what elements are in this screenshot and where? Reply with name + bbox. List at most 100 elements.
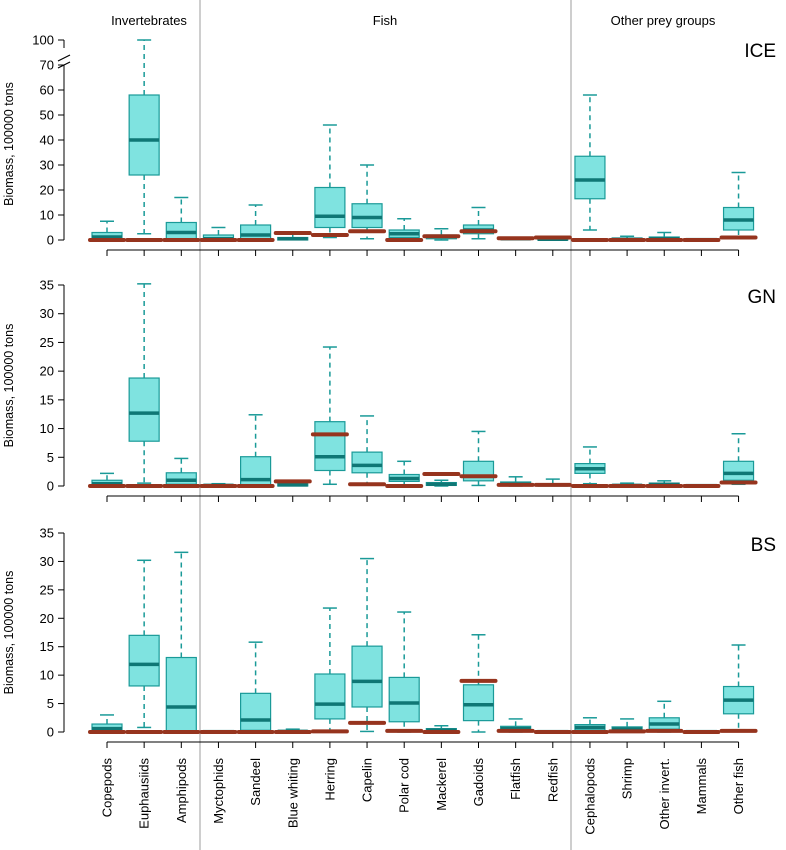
iqr-box xyxy=(240,692,272,731)
box-redfish xyxy=(533,478,572,487)
y-tick-label: 100 xyxy=(32,33,54,48)
iqr-box xyxy=(165,221,197,240)
category-label: Herring xyxy=(322,758,337,801)
iqr-box xyxy=(351,645,383,708)
group-label-other-prey: Other prey groups xyxy=(611,13,716,28)
box-flatfish xyxy=(496,236,535,241)
y-tick-label: 25 xyxy=(40,335,54,350)
box-blue-whiting xyxy=(273,231,312,241)
y-tick-label: 25 xyxy=(40,582,54,597)
box-mammals xyxy=(682,237,721,242)
box-shrimp xyxy=(608,482,647,488)
box-mackerel xyxy=(422,471,461,487)
iqr-box xyxy=(462,684,495,722)
box-other-invert xyxy=(645,231,684,242)
box-polar-cod xyxy=(385,460,424,488)
category-label: Mackerel xyxy=(434,758,449,811)
category-label: Flatfish xyxy=(508,758,523,800)
box-gadoids xyxy=(459,634,498,733)
box-blue-whiting xyxy=(273,479,312,487)
box-sandeel xyxy=(236,414,275,488)
y-tick-label: 50 xyxy=(40,108,54,123)
category-label: Cephalopods xyxy=(582,758,597,835)
category-label: Capelin xyxy=(360,758,375,802)
box-euphausiids xyxy=(125,559,164,734)
category-labels: Copepods Euphausiids Amphipods Myctophids Sa… xyxy=(100,758,747,835)
iqr-box xyxy=(351,451,383,474)
y-tick-label: 10 xyxy=(40,421,54,436)
box-shrimp xyxy=(608,235,647,242)
category-label: Other invert. xyxy=(657,758,672,830)
box-cephalopods xyxy=(570,446,609,488)
y-tick-label: 30 xyxy=(40,554,54,569)
panel-label: ICE xyxy=(744,41,776,62)
panel-label: BS xyxy=(751,535,776,556)
y-tick-label: 70 xyxy=(40,58,54,73)
box-other-invert xyxy=(645,700,684,733)
y-axis-title: Biomass, 100000 tons xyxy=(2,571,16,695)
box-amphipods xyxy=(162,551,201,734)
box-mackerel xyxy=(422,228,461,241)
category-label: Copepods xyxy=(100,758,115,818)
y-tick-label: 35 xyxy=(40,526,54,541)
box-myctophids xyxy=(199,482,238,488)
box-euphausiids xyxy=(125,39,164,242)
iqr-box xyxy=(165,656,197,732)
box-mammals xyxy=(682,729,721,734)
box-other-fish xyxy=(719,171,758,240)
y-axis-title: Biomass, 100000 tons xyxy=(2,324,16,448)
category-label: Mammals xyxy=(694,758,709,815)
box-gadoids xyxy=(459,430,498,487)
iqr-box xyxy=(128,94,160,176)
panel-label: GN xyxy=(748,287,777,308)
axis-break-mark xyxy=(57,54,71,62)
box-mackerel xyxy=(422,724,461,734)
box-capelin xyxy=(348,164,387,240)
box-cephalopods xyxy=(570,94,609,242)
box-herring xyxy=(310,124,349,239)
box-amphipods xyxy=(162,457,201,488)
y-tick-label: 10 xyxy=(40,668,54,683)
category-label: Blue whiting xyxy=(285,758,300,828)
box-euphausiids xyxy=(125,283,164,488)
box-herring xyxy=(310,607,349,734)
y-tick-label: 15 xyxy=(40,392,54,407)
box-herring xyxy=(310,346,349,486)
y-tick-label: 20 xyxy=(40,611,54,626)
y-tick-label: 20 xyxy=(40,364,54,379)
group-label-invertebrates: Invertebrates xyxy=(111,13,187,28)
box-copepods xyxy=(88,220,126,242)
y-tick-label: 5 xyxy=(47,696,54,711)
panel-ice: 0 10 20 30 40 50 60 70 100 Biomass, 100000 tons IC… xyxy=(2,33,776,256)
y-tick-label: 0 xyxy=(47,233,54,248)
y-tick-label: 20 xyxy=(40,183,54,198)
box-capelin xyxy=(348,415,387,487)
box-myctophids xyxy=(199,729,238,734)
box-gadoids xyxy=(459,206,498,240)
box-sandeel xyxy=(236,204,275,242)
group-titles: Invertebrates Fish Other prey groups xyxy=(111,13,716,28)
box-copepods xyxy=(88,472,126,488)
box-capelin xyxy=(348,557,387,733)
category-label: Amphipods xyxy=(174,758,189,824)
category-label: Other fish xyxy=(731,758,746,814)
y-tick-label: 0 xyxy=(47,479,54,494)
category-label: Myctophids xyxy=(211,758,226,824)
box-polar-cod xyxy=(385,611,424,733)
box-sandeel xyxy=(236,641,275,734)
iqr-box xyxy=(314,421,346,472)
box-blue-whiting xyxy=(273,728,312,734)
y-axis-title: Biomass, 100000 tons xyxy=(2,82,16,206)
category-label: Euphausiids xyxy=(137,758,152,829)
y-tick-label: 15 xyxy=(40,639,54,654)
category-label: Gadoids xyxy=(471,758,486,807)
y-tick-label: 40 xyxy=(40,133,54,148)
iqr-box xyxy=(314,186,346,229)
box-cephalopods xyxy=(570,717,609,734)
panel-bs: 0 5 10 15 20 25 30 35 Biomass, 100000 tons BS xyxy=(2,526,776,748)
box-redfish xyxy=(533,235,572,241)
category-label: Redfish xyxy=(545,758,560,802)
box-polar-cod xyxy=(385,218,424,242)
